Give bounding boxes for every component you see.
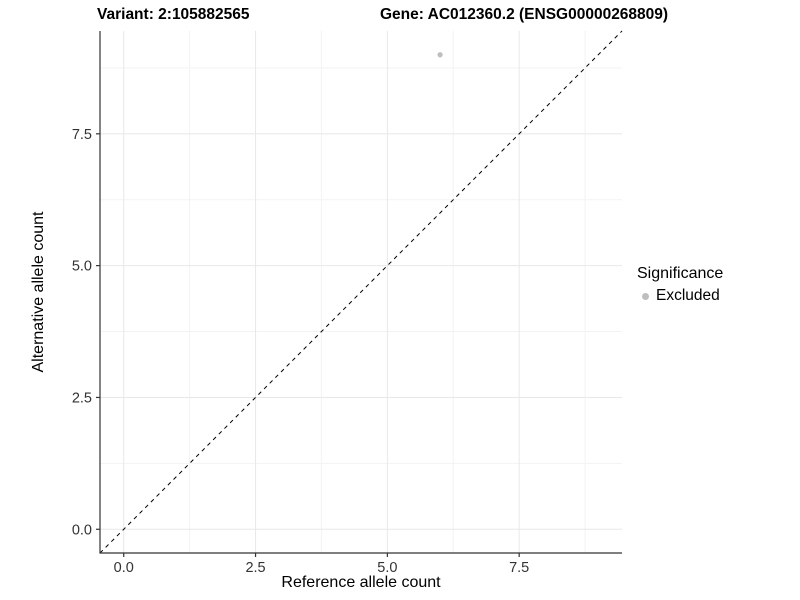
- x-axis-title: Reference allele count: [281, 574, 441, 591]
- legend-marker-circle-icon: [642, 292, 649, 300]
- x-tick-label: 5.0: [377, 560, 397, 576]
- y-tick-label: 7.5: [72, 127, 92, 143]
- legend-key: [637, 288, 654, 305]
- legend: Significance Excluded: [637, 265, 723, 305]
- identity-reference-line: [99, 30, 623, 554]
- y-tick-label: 2.5: [72, 390, 92, 406]
- legend-title: Significance: [637, 265, 724, 282]
- y-tick-label: 0.0: [72, 522, 92, 538]
- y-tick-label: 5.0: [72, 259, 92, 275]
- data-point-excluded: [437, 52, 443, 58]
- plot-title-variant: Variant: 2:105882565: [97, 6, 250, 23]
- y-axis-title: Alternative allele count: [30, 211, 47, 373]
- x-tick-label: 0.0: [114, 560, 134, 576]
- x-tick-label: 7.5: [509, 560, 529, 576]
- x-tick-label: 2.5: [245, 560, 265, 576]
- plot-title-gene: Gene: AC012360.2 (ENSG00000268809): [380, 6, 669, 23]
- legend-item-excluded[interactable]: Excluded: [637, 287, 723, 305]
- legend-item-label: Excluded: [656, 287, 720, 304]
